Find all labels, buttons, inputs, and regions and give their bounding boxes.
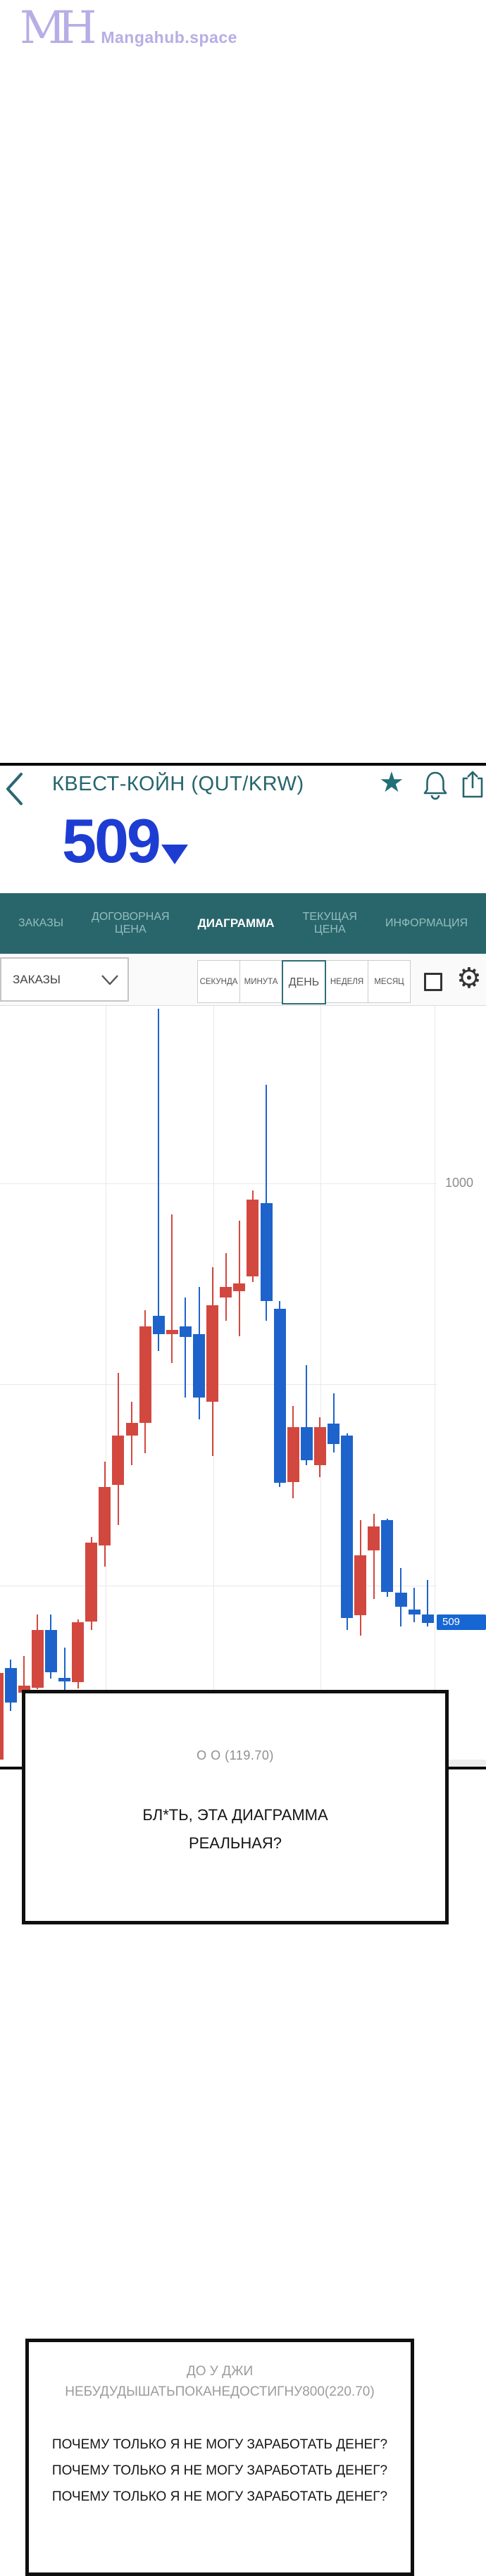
interval-day[interactable]: ДЕНЬ xyxy=(282,960,326,1004)
speech-box-1: О О (119.70) БЛ*ТЬ, ЭТА ДИАГРАММА РЕАЛЬН… xyxy=(22,1690,449,1924)
candle xyxy=(125,1423,138,1436)
orders-dropdown[interactable]: ЗАКАЗЫ xyxy=(0,957,129,1002)
candle-wick xyxy=(238,1221,240,1336)
site-logo-monogram: MH xyxy=(20,2,96,54)
candle xyxy=(313,1427,326,1465)
speech-line: ПОЧЕМУ ТОЛЬКО Я НЕ МОГУ ЗАРАБОТАТЬ ДЕНЕГ… xyxy=(51,2489,388,2504)
site-logo-text: Mangahub.space xyxy=(101,28,237,46)
tab-chart[interactable]: ДИАГРАММА xyxy=(197,916,275,931)
candle xyxy=(368,1526,380,1550)
chevron-down-icon xyxy=(101,975,118,985)
speech-caption: НЕБУДУДЫШАТЬПОКАНЕДОСТИГНУ800(220.70) xyxy=(65,2384,375,2399)
candle-wick xyxy=(63,1648,66,1690)
speech-box-2: ДО У ДЖИ НЕБУДУДЫШАТЬПОКАНЕДОСТИГНУ800(2… xyxy=(25,2339,414,2576)
gear-icon[interactable]: ⚙ xyxy=(456,962,482,995)
candle-wick xyxy=(427,1580,429,1626)
app-header: КВЕСТ-КОЙН (QUT/KRW) ★ xyxy=(0,766,486,822)
candle-wick xyxy=(23,1656,25,1696)
candle xyxy=(287,1427,299,1482)
interval-month[interactable]: МЕСЯЦ xyxy=(368,960,411,1003)
interval-week[interactable]: НЕДЕЛЯ xyxy=(325,960,368,1003)
candle-wick xyxy=(413,1588,416,1622)
candle xyxy=(273,1309,286,1483)
current-price-tag: 509 xyxy=(437,1614,486,1630)
favorite-star-icon[interactable]: ★ xyxy=(379,767,404,798)
candle-wick xyxy=(158,1009,160,1351)
candle-wick xyxy=(373,1514,375,1599)
candle xyxy=(328,1424,339,1444)
current-price: 509 xyxy=(62,806,161,876)
candle xyxy=(220,1287,232,1298)
back-button[interactable] xyxy=(4,771,24,811)
candle xyxy=(408,1610,420,1614)
candle xyxy=(44,1630,57,1672)
y-axis-label: 1000 xyxy=(445,1176,474,1190)
candle xyxy=(300,1427,313,1460)
candle-wick xyxy=(332,1393,335,1452)
interval-second[interactable]: СЕКУНДА xyxy=(197,960,240,1003)
orders-dropdown-value: ЗАКАЗЫ xyxy=(13,972,61,986)
candle xyxy=(18,1686,30,1693)
candle xyxy=(4,1668,17,1703)
candle xyxy=(394,1593,407,1607)
candle xyxy=(72,1622,85,1682)
candle xyxy=(139,1326,151,1423)
tab-contract-price[interactable]: ДОГОВОРНАЯ ЦЕНА xyxy=(92,910,170,935)
candle-wick xyxy=(306,1365,308,1465)
speech-line: РЕАЛЬНАЯ? xyxy=(188,1834,282,1852)
candle xyxy=(354,1555,367,1615)
chart-toolbar: ЗАКАЗЫ СЕКУНДА МИНУТА ДЕНЬ НЕДЕЛЯ МЕСЯЦ ⚙ xyxy=(0,954,486,1006)
candle-wick xyxy=(171,1214,173,1363)
candlestick-chart[interactable]: 1000 509 xyxy=(0,1006,486,1771)
candle xyxy=(166,1330,178,1334)
tab-orders[interactable]: ЗАКАЗЫ xyxy=(18,916,63,929)
candle xyxy=(341,1436,354,1618)
speech-line: БЛ*ТЬ, ЭТА ДИАГРАММА xyxy=(142,1806,328,1824)
candle xyxy=(206,1305,219,1402)
candle xyxy=(0,1673,4,1760)
candle-wick xyxy=(185,1298,187,1398)
candle-wick xyxy=(266,1085,267,1321)
candle xyxy=(58,1678,70,1681)
candle xyxy=(260,1203,273,1301)
gridline xyxy=(320,1006,321,1767)
candle xyxy=(85,1543,98,1622)
x-axis-strip xyxy=(449,1760,486,1767)
candle xyxy=(233,1283,246,1291)
candle xyxy=(179,1326,192,1337)
speech-line: ПОЧЕМУ ТОЛЬКО Я НЕ МОГУ ЗАРАБОТАТЬ ДЕНЕГ… xyxy=(51,2463,388,2478)
panel-top-divider xyxy=(0,763,486,766)
chart-style-icon[interactable] xyxy=(424,973,442,991)
candle xyxy=(421,1614,434,1623)
chevron-left-icon xyxy=(6,773,23,805)
speech-caption: О О (119.70) xyxy=(197,1748,274,1762)
candle xyxy=(193,1334,205,1398)
interval-minute[interactable]: МИНУТА xyxy=(239,960,282,1003)
candle xyxy=(381,1520,394,1592)
speech-caption: ДО У ДЖИ xyxy=(186,2364,254,2379)
tab-current-price[interactable]: ТЕКУЩАЯ ЦЕНА xyxy=(302,910,357,935)
interval-button-group: СЕКУНДА МИНУТА ДЕНЬ НЕДЕЛЯ МЕСЯЦ xyxy=(197,960,411,1004)
candle xyxy=(99,1487,111,1545)
page-title: КВЕСТ-КОЙН (QUT/KRW) xyxy=(52,773,304,795)
tab-info[interactable]: ИНФОРМАЦИЯ xyxy=(385,916,468,929)
candle xyxy=(31,1630,44,1688)
notification-bell-icon[interactable] xyxy=(423,770,448,804)
nav-tab-bar: ЗАКАЗЫ ДОГОВОРНАЯ ЦЕНА ДИАГРАММА ТЕКУЩАЯ ЦЕ… xyxy=(0,893,486,954)
price-down-triangle-icon xyxy=(161,845,188,864)
share-icon[interactable] xyxy=(459,770,486,804)
gridline xyxy=(0,1183,437,1184)
speech-line: ПОЧЕМУ ТОЛЬКО Я НЕ МОГУ ЗАРАБОТАТЬ ДЕНЕГ… xyxy=(51,2437,388,2452)
site-logo: MH Mangahub.space xyxy=(20,2,237,54)
candle xyxy=(247,1200,259,1276)
candle xyxy=(112,1436,125,1485)
candle xyxy=(152,1316,165,1334)
